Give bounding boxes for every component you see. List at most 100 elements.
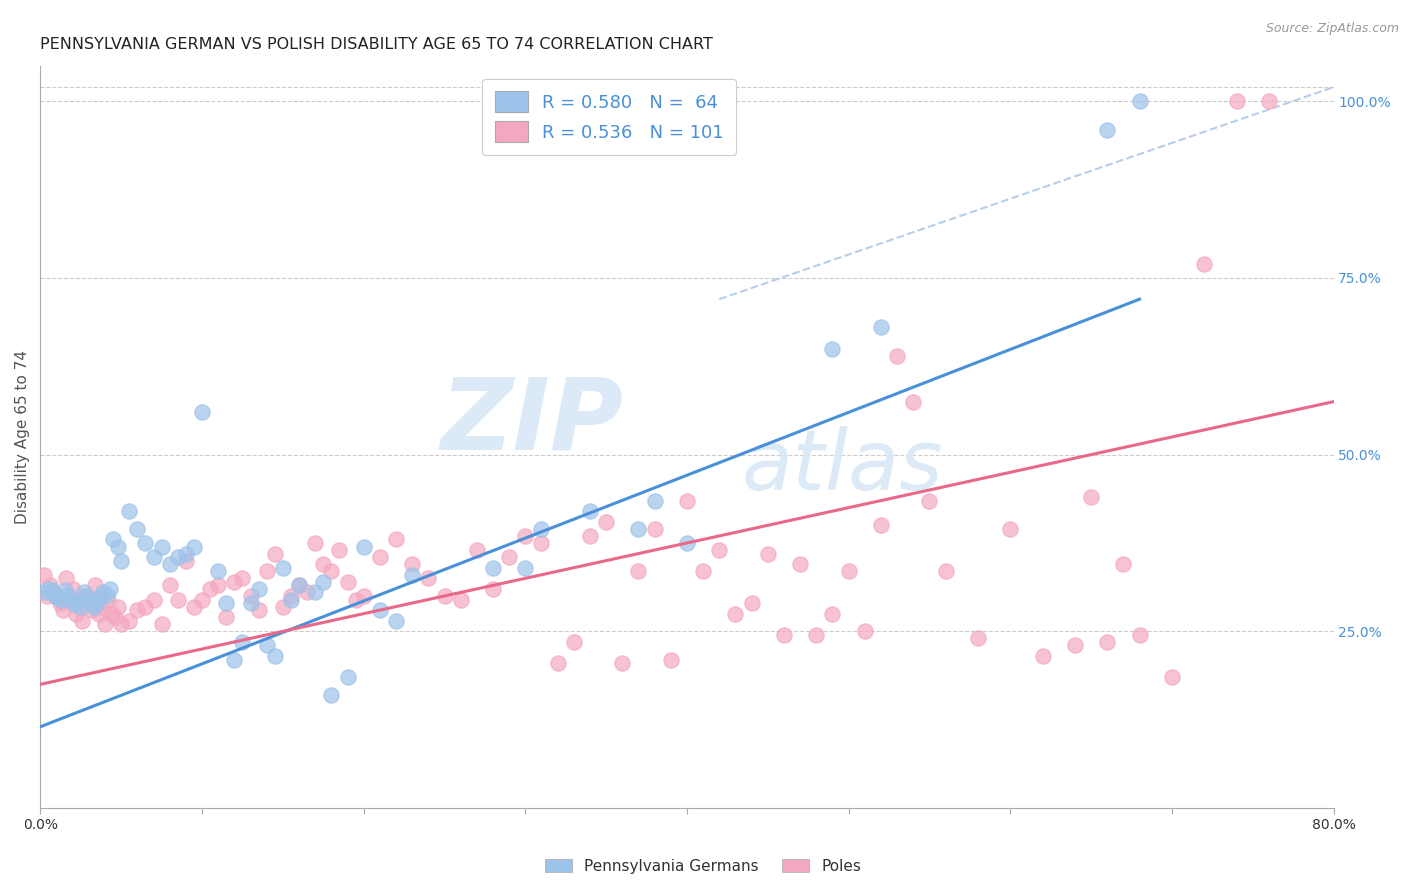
Point	[83, 599, 105, 614]
Point	[239, 589, 262, 603]
Point	[41, 583, 63, 598]
Point	[741, 596, 763, 610]
Point	[174, 547, 197, 561]
Point	[498, 550, 520, 565]
Point	[118, 504, 141, 518]
Point	[166, 550, 188, 565]
Point	[127, 603, 149, 617]
Point	[312, 574, 335, 589]
Point	[903, 394, 925, 409]
Point	[853, 624, 876, 639]
Point	[127, 522, 149, 536]
Point	[224, 652, 246, 666]
Point	[336, 670, 359, 684]
Point	[1032, 648, 1054, 663]
Point	[418, 571, 440, 585]
Point	[107, 599, 129, 614]
Point	[368, 550, 391, 565]
Point	[295, 585, 318, 599]
Point	[215, 596, 238, 610]
Point	[401, 557, 423, 571]
Point	[806, 628, 828, 642]
Point	[104, 610, 127, 624]
Point	[62, 582, 84, 596]
Point	[35, 589, 58, 603]
Point	[1000, 522, 1022, 536]
Point	[101, 533, 124, 547]
Point	[183, 540, 205, 554]
Point	[886, 349, 908, 363]
Point	[385, 614, 408, 628]
Point	[118, 614, 141, 628]
Point	[321, 688, 343, 702]
Point	[1128, 628, 1150, 642]
Point	[82, 603, 104, 617]
Point	[288, 578, 311, 592]
Point	[724, 607, 747, 621]
Point	[1095, 122, 1118, 136]
Point	[53, 583, 76, 598]
Point	[142, 592, 165, 607]
Point	[46, 591, 69, 605]
Point	[224, 574, 246, 589]
Point	[159, 578, 181, 592]
Point	[562, 635, 585, 649]
Point	[65, 607, 87, 621]
Point	[1192, 257, 1215, 271]
Point	[271, 599, 294, 614]
Point	[75, 589, 97, 603]
Point	[166, 592, 188, 607]
Point	[247, 582, 270, 596]
Point	[110, 554, 132, 568]
Point	[97, 592, 120, 607]
Point	[134, 599, 156, 614]
Point	[37, 582, 59, 596]
Point	[84, 578, 107, 592]
Point	[86, 596, 108, 610]
Point	[353, 589, 375, 603]
Point	[79, 596, 101, 610]
Point	[76, 589, 98, 603]
Point	[150, 617, 173, 632]
Point	[100, 607, 122, 621]
Point	[676, 536, 699, 550]
Point	[659, 652, 682, 666]
Point	[1080, 490, 1102, 504]
Point	[515, 529, 537, 543]
Point	[450, 592, 472, 607]
Point	[709, 543, 731, 558]
Point	[530, 536, 553, 550]
Point	[271, 560, 294, 574]
Point	[87, 607, 110, 621]
Point	[256, 639, 278, 653]
Point	[530, 522, 553, 536]
Text: PENNSYLVANIA GERMAN VS POLISH DISABILITY AGE 65 TO 74 CORRELATION CHART: PENNSYLVANIA GERMAN VS POLISH DISABILITY…	[41, 37, 713, 53]
Point	[256, 564, 278, 578]
Point	[51, 592, 73, 607]
Point	[515, 560, 537, 574]
Point	[579, 529, 602, 543]
Point	[44, 589, 66, 603]
Point	[579, 504, 602, 518]
Point	[60, 592, 83, 607]
Point	[231, 635, 253, 649]
Point	[73, 585, 96, 599]
Point	[215, 610, 238, 624]
Point	[870, 320, 893, 334]
Point	[288, 578, 311, 592]
Point	[98, 582, 121, 596]
Point	[321, 564, 343, 578]
Point	[94, 617, 117, 632]
Point	[401, 567, 423, 582]
Point	[644, 493, 666, 508]
Point	[1095, 635, 1118, 649]
Point	[231, 571, 253, 585]
Point	[89, 591, 111, 605]
Point	[52, 603, 75, 617]
Point	[280, 589, 302, 603]
Point	[107, 540, 129, 554]
Point	[67, 599, 90, 614]
Point	[90, 599, 112, 614]
Point	[142, 550, 165, 565]
Point	[159, 557, 181, 571]
